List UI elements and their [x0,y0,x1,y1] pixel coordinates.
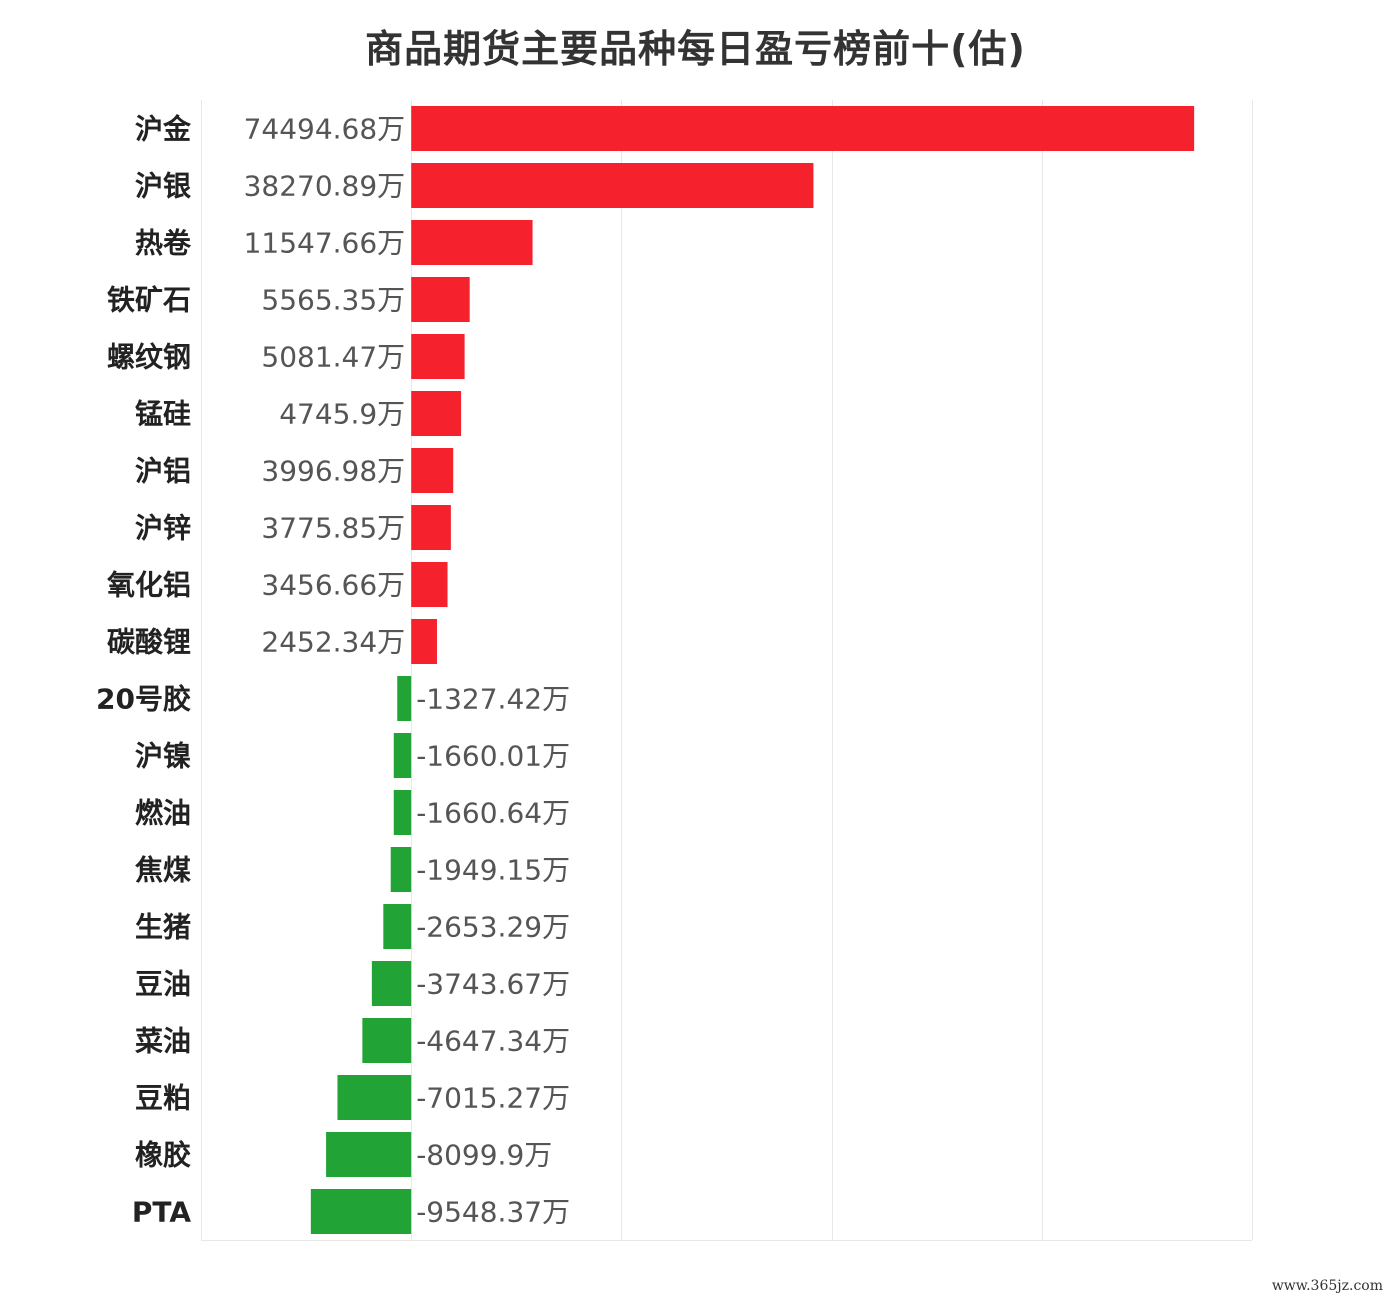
value-label: -1660.01万 [416,740,570,773]
category-label: 沪金 [135,113,192,146]
value-label: -1949.15万 [416,854,570,887]
bar [411,334,465,379]
bar [393,733,412,778]
bar [326,1132,412,1177]
bar [371,961,412,1006]
value-label: -4647.34万 [416,1025,570,1058]
bar [390,847,412,892]
value-label: 3775.85万 [261,512,405,545]
bar [383,904,412,949]
value-label: -9548.37万 [416,1196,570,1229]
value-label: -2653.29万 [416,911,570,944]
category-label: 氧化铝 [107,569,191,602]
chart-title: 商品期货主要品种每日盈亏榜前十(估) [365,27,1026,71]
bar [397,676,412,721]
bar [411,562,448,607]
bar [411,391,462,436]
bar [411,619,437,664]
value-label: -1660.64万 [416,797,570,830]
value-label: -1327.42万 [416,683,570,716]
value-label: 2452.34万 [261,626,405,659]
value-label: 4745.9万 [279,398,405,431]
category-label: 20号胶 [96,683,191,716]
category-label: 螺纹钢 [107,341,191,374]
value-label: 3996.98万 [261,455,405,488]
value-label: -7015.27万 [416,1082,570,1115]
bar [411,220,533,265]
category-label: 菜油 [135,1025,191,1058]
value-label: 3456.66万 [261,569,405,602]
category-label: 橡胶 [135,1139,191,1172]
bar [362,1018,412,1063]
category-label: 沪镍 [135,740,191,773]
category-label: 沪锌 [135,512,191,545]
value-label: 38270.89万 [244,170,406,203]
value-label: 5081.47万 [261,341,405,374]
value-label: 74494.68万 [244,113,406,146]
bar [411,277,470,322]
bar [411,106,1195,151]
bar [411,163,814,208]
category-label: PTA [132,1196,191,1229]
category-label: 铁矿石 [107,284,191,317]
category-label: 碳酸锂 [107,626,191,659]
category-label: 沪铝 [135,455,191,488]
bar [393,790,412,835]
bar [310,1189,412,1234]
category-label: 沪银 [135,170,192,203]
value-label: -8099.9万 [416,1139,552,1172]
bar [337,1075,412,1120]
value-label: 11547.66万 [244,227,406,260]
category-label: 生猪 [135,911,191,944]
category-label: 豆油 [135,968,191,1001]
bar [411,448,454,493]
watermark: www.365jz.com [1271,1278,1383,1294]
category-label: 燃油 [135,797,191,830]
value-label: -3743.67万 [416,968,570,1001]
category-label: 豆粕 [135,1082,191,1115]
category-label: 热卷 [135,227,192,260]
value-label: 5565.35万 [261,284,405,317]
bar [411,505,451,550]
category-label: 焦煤 [135,854,191,887]
category-label: 锰硅 [135,398,191,431]
